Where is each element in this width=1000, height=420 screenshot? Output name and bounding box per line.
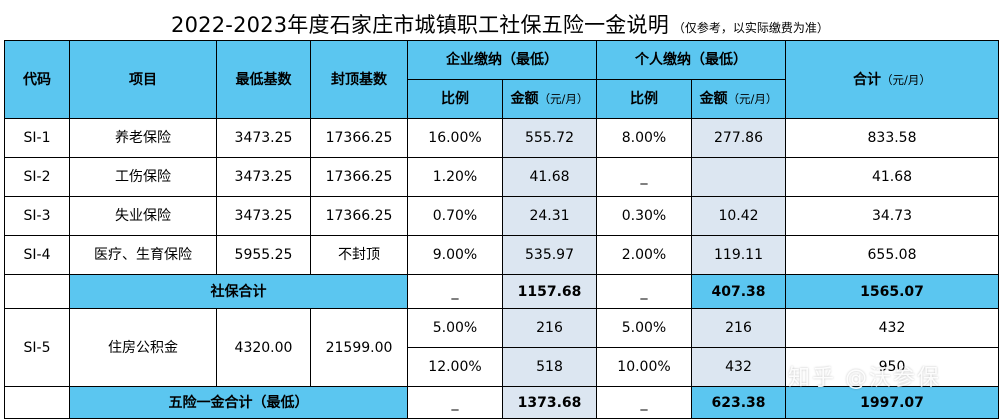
social-total-ent-ratio: _	[407, 274, 503, 309]
cell-total: 41.68	[785, 157, 999, 197]
header-personal: 个人缴纳（最低）	[596, 40, 786, 80]
cell-code: SI-2	[4, 157, 70, 197]
grand-total-label: 五险一金合计（最低）	[69, 386, 408, 419]
cell-per-ratio: 5.00%	[596, 308, 692, 348]
cell-ent-ratio: 9.00%	[407, 235, 503, 275]
cell-ent-ratio: 5.00%	[407, 308, 503, 348]
cell-per-amount: 10.42	[691, 196, 786, 236]
cell-per-ratio: 0.30%	[596, 196, 692, 236]
cell-max-base: 不封顶	[310, 235, 408, 275]
social-total-per-ratio: _	[596, 274, 692, 309]
table-row: SI-1 养老保险 3473.25 17366.25 16.00% 555.72…	[4, 118, 999, 158]
cell-ent-ratio: 1.20%	[407, 157, 503, 197]
cell-min-base: 4320.00	[216, 308, 311, 387]
title-main: 2022-2023年度石家庄市城镇职工社保五险一金说明	[171, 13, 669, 37]
social-total-row: 社保合计 _ 1157.68 _ 407.38 1565.07	[4, 274, 999, 309]
cell-total: 432	[785, 308, 999, 348]
blank-cell	[4, 386, 70, 419]
social-total-label: 社保合计	[69, 274, 408, 309]
cell-per-amount	[691, 157, 786, 197]
header-per-amount-unit: （元/月）	[727, 92, 778, 106]
cell-item: 工伤保险	[69, 157, 217, 197]
cell-per-amount: 216	[691, 308, 786, 348]
header-per-amount-label: 金额	[699, 91, 728, 107]
header-total: 合计（元/月）	[785, 40, 999, 119]
cell-max-base: 21599.00	[310, 308, 408, 387]
cell-min-base: 3473.25	[216, 196, 311, 236]
page-title: 2022-2023年度石家庄市城镇职工社保五险一金说明 （仅参考，以实际缴费为准…	[0, 0, 1000, 40]
header-item: 项目	[69, 40, 217, 119]
grand-total-row: 五险一金合计（最低） _ 1373.68 _ 623.38 1997.07	[4, 386, 999, 419]
cell-per-amount: 277.86	[691, 118, 786, 158]
cell-min-base: 3473.25	[216, 118, 311, 158]
grand-total-per-amount: 623.38	[691, 386, 786, 419]
grand-total-per-ratio: _	[596, 386, 692, 419]
table-row: 12.00% 518 10.00% 432 950	[5, 347, 999, 387]
blank-cell	[4, 274, 70, 309]
header-per-ratio: 比例	[596, 79, 692, 119]
cell-code: SI-5	[4, 308, 70, 387]
cell-total: 655.08	[785, 235, 999, 275]
header-ent-amount: 金额（元/月）	[502, 79, 597, 119]
header-min-base: 最低基数	[216, 40, 311, 119]
cell-ent-ratio: 0.70%	[407, 196, 503, 236]
header-total-unit: （元/月）	[881, 72, 931, 87]
cell-code: SI-4	[4, 235, 70, 275]
cell-max-base: 17366.25	[310, 157, 408, 197]
cell-ent-ratio: 16.00%	[407, 118, 503, 158]
social-total-per-amount: 407.38	[691, 274, 786, 309]
cell-item: 住房公积金	[69, 308, 217, 387]
cell-per-amount: 432	[691, 347, 786, 387]
cell-ent-amount: 518	[502, 347, 597, 387]
cell-per-ratio: _	[596, 157, 692, 197]
grand-total-ent-amount: 1373.68	[502, 386, 597, 419]
cell-ent-amount: 41.68	[502, 157, 597, 197]
grand-total-total: 1997.07	[785, 386, 999, 419]
social-total-ent-amount: 1157.68	[502, 274, 597, 309]
cell-code: SI-3	[4, 196, 70, 236]
cell-min-base: 5955.25	[216, 235, 311, 275]
header-ent-amount-label: 金额	[510, 91, 539, 107]
header-max-base: 封顶基数	[310, 40, 408, 119]
header-ent-amount-unit: （元/月）	[538, 92, 589, 106]
cell-per-ratio: 8.00%	[596, 118, 692, 158]
header-per-amount: 金额（元/月）	[691, 79, 786, 119]
cell-ent-amount: 24.31	[502, 196, 597, 236]
header-ent-ratio: 比例	[407, 79, 503, 119]
table-row: SI-3 失业保险 3473.25 17366.25 0.70% 24.31 0…	[4, 196, 999, 236]
cell-item: 养老保险	[69, 118, 217, 158]
cell-total: 34.73	[785, 196, 999, 236]
cell-code: SI-1	[4, 118, 70, 158]
cell-max-base: 17366.25	[310, 196, 408, 236]
cell-ent-amount: 535.97	[502, 235, 597, 275]
insurance-table: 代码 项目 最低基数 封顶基数 企业缴纳（最低） 个人缴纳（最低） 合计（元/月…	[4, 40, 999, 419]
cell-item: 失业保险	[69, 196, 217, 236]
table-row: SI-4 医疗、生育保险 5955.25 不封顶 9.00% 535.97 2.…	[4, 235, 999, 275]
cell-max-base: 17366.25	[310, 118, 408, 158]
cell-total: 833.58	[785, 118, 999, 158]
header-code: 代码	[4, 40, 70, 119]
header-enterprise: 企业缴纳（最低）	[407, 40, 597, 80]
header-total-label: 合计	[853, 71, 882, 88]
cell-ent-amount: 216	[502, 308, 597, 348]
table-row: SI-5 住房公积金 4320.00 21599.00 5.00% 216 5.…	[4, 308, 999, 387]
cell-ent-amount: 555.72	[502, 118, 597, 158]
cell-item: 医疗、生育保险	[69, 235, 217, 275]
grand-total-ent-ratio: _	[407, 386, 503, 419]
cell-per-amount: 119.11	[691, 235, 786, 275]
cell-per-ratio: 2.00%	[596, 235, 692, 275]
cell-min-base: 3473.25	[216, 157, 311, 197]
cell-ent-ratio: 12.00%	[407, 347, 503, 387]
cell-total: 950	[785, 347, 999, 387]
cell-per-ratio: 10.00%	[596, 347, 692, 387]
social-total-total: 1565.07	[785, 274, 999, 309]
title-note: （仅参考，以实际缴费为准）	[672, 21, 829, 35]
table-row: SI-2 工伤保险 3473.25 17366.25 1.20% 41.68 _…	[4, 157, 999, 197]
